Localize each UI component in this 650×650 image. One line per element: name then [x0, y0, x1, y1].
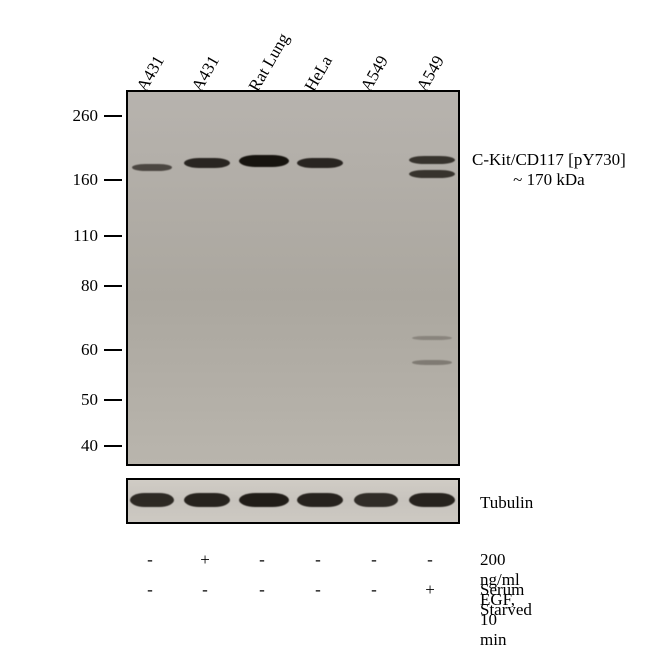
- treatment-cell: -: [126, 550, 174, 570]
- treatment-cell: -: [350, 550, 398, 570]
- treatment-cell: -: [238, 580, 286, 600]
- tubulin-band: [130, 493, 174, 507]
- mw-marker-label: 40: [38, 436, 98, 456]
- mw-marker-tick: [104, 179, 122, 181]
- treatment-cell: -: [406, 550, 454, 570]
- treatment-cell: -: [294, 580, 342, 600]
- treatment-cell: -: [294, 550, 342, 570]
- main-blot-panel: [126, 90, 460, 466]
- blot-band: [239, 155, 289, 167]
- blot-band: [297, 158, 343, 168]
- treatment-cell: -: [350, 580, 398, 600]
- lane-labels-group: A431 A431 Rat LungHeLa A549 A549: [125, 10, 465, 95]
- mw-marker-tick: [104, 115, 122, 117]
- mw-marker-label: 50: [38, 390, 98, 410]
- tubulin-band: [239, 493, 289, 507]
- treatment-cell: +: [406, 580, 454, 600]
- lane-label: A431: [133, 52, 169, 95]
- tubulin-label: Tubulin: [480, 493, 533, 512]
- target-line1: C-Kit/CD117 [pY730]: [472, 150, 626, 170]
- blot-band: [184, 158, 230, 168]
- blot-band: [409, 170, 455, 178]
- lane-label: A549: [413, 52, 449, 95]
- mw-marker-label: 110: [38, 226, 98, 246]
- blot-band: [132, 164, 172, 171]
- tubulin-band: [409, 493, 455, 507]
- mw-marker-tick: [104, 235, 122, 237]
- lane-label: Rat Lung: [245, 30, 294, 95]
- treatment-cell: -: [238, 550, 286, 570]
- mw-marker-tick: [104, 445, 122, 447]
- tubulin-band: [297, 493, 343, 507]
- target-line2: ~ 170 kDa: [472, 170, 626, 190]
- lane-label: A431: [188, 52, 224, 95]
- tubulin-blot-panel: [126, 478, 460, 524]
- lane-label: A549: [357, 52, 393, 95]
- mw-marker-label: 80: [38, 276, 98, 296]
- target-annotation: C-Kit/CD117 [pY730] ~ 170 kDa: [472, 150, 626, 190]
- treatment-cell: +: [181, 550, 229, 570]
- blot-band: [409, 156, 455, 164]
- mw-marker-tick: [104, 285, 122, 287]
- treatment-cell: -: [126, 580, 174, 600]
- lane-label: HeLa: [301, 52, 337, 95]
- treatment-row-label: Serum Starved: [480, 580, 532, 620]
- blot-band: [412, 360, 452, 365]
- mw-marker-label: 60: [38, 340, 98, 360]
- tubulin-band: [184, 493, 230, 507]
- mw-marker-label: 160: [38, 170, 98, 190]
- mw-marker-tick: [104, 349, 122, 351]
- tubulin-annotation: Tubulin: [480, 493, 533, 513]
- main-blot-background: [128, 92, 458, 464]
- tubulin-band: [354, 493, 398, 507]
- western-blot-figure: A431 A431 Rat LungHeLa A549 A549 260 160 110 80…: [0, 0, 650, 645]
- treatment-cell: -: [181, 580, 229, 600]
- mw-marker-label: 260: [38, 106, 98, 126]
- mw-marker-tick: [104, 399, 122, 401]
- blot-band: [412, 336, 452, 340]
